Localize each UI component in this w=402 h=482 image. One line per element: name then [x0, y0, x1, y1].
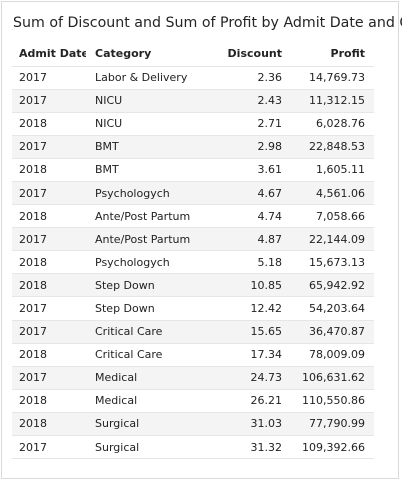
table-row[interactable]: 2017 Critical Care 15.65 36,470.87 [12, 320, 374, 344]
cell-discount: 2.36 [212, 66, 291, 90]
cell-profit: 22,848.53 [291, 135, 374, 159]
cell-admit-date: 2018 [12, 250, 86, 275]
cell-profit: 109,392.66 [291, 435, 374, 460]
cell-category: NICU [86, 89, 212, 113]
cell-discount: 2.43 [212, 89, 291, 113]
table-row[interactable]: 2017 Medical 24.73 106,631.62 [12, 366, 374, 390]
cell-profit: 6,028.76 [291, 112, 374, 136]
cell-discount: 15.65 [212, 320, 291, 344]
cell-admit-date: 2017 [12, 227, 86, 252]
cell-profit: 54,203.64 [291, 296, 374, 321]
cell-category: Ante/Post Partum [86, 204, 212, 229]
table-row[interactable]: 2017 Step Down 12.42 54,203.64 [12, 296, 374, 321]
cell-category: Psychologych [86, 250, 212, 275]
cell-category: Medical [86, 389, 212, 413]
cell-admit-date: 2018 [12, 158, 86, 182]
table-row[interactable]: 2018 Critical Care 17.34 78,009.09 [12, 343, 374, 367]
cell-discount: 4.87 [212, 227, 291, 252]
cell-admit-date: 2017 [12, 66, 86, 90]
cell-category: Labor & Delivery [86, 66, 212, 90]
cell-admit-date: 2017 [12, 181, 86, 206]
cell-profit: 106,631.62 [291, 366, 374, 390]
table-row[interactable]: 2018 BMT 3.61 1,605.11 [12, 158, 374, 182]
cell-discount: 12.42 [212, 296, 291, 321]
header-row: Admit Date Category Discount Profit [12, 42, 374, 67]
cell-admit-date: 2018 [12, 412, 86, 437]
table-row[interactable]: 2017 BMT 2.98 22,848.53 [12, 135, 374, 159]
cell-discount: 3.61 [212, 158, 291, 182]
cell-admit-date: 2018 [12, 204, 86, 229]
table-body: 2017 Labor & Delivery 2.36 14,769.73 2017 NIC… [12, 66, 374, 460]
cell-discount: 4.74 [212, 204, 291, 229]
table-row[interactable]: 2018 Ante/Post Partum 4.74 7,058.66 [12, 204, 374, 229]
cell-admit-date: 2017 [12, 366, 86, 390]
table-row[interactable]: 2018 Medical 26.21 110,550.86 [12, 389, 374, 413]
cell-category: Ante/Post Partum [86, 227, 212, 252]
cell-category: Critical Care [86, 343, 212, 367]
cell-admit-date: 2018 [12, 273, 86, 298]
cell-admit-date: 2017 [12, 435, 86, 460]
cell-admit-date: 2017 [12, 135, 86, 159]
cell-category: Step Down [86, 273, 212, 298]
cell-discount: 10.85 [212, 273, 291, 298]
cell-category: BMT [86, 135, 212, 159]
cell-profit: 15,673.13 [291, 250, 374, 275]
cell-discount: 2.98 [212, 135, 291, 159]
cell-category: Surgical [86, 435, 212, 460]
visual-title: Sum of Discount and Sum of Profit by Adm… [13, 15, 402, 31]
cell-profit: 77,790.99 [291, 412, 374, 437]
cell-profit: 22,144.09 [291, 227, 374, 252]
column-header-admit-date[interactable]: Admit Date [12, 42, 86, 67]
cell-discount: 24.73 [212, 366, 291, 390]
cell-category: Step Down [86, 296, 212, 321]
cell-profit: 36,470.87 [291, 320, 374, 344]
cell-category: NICU [86, 112, 212, 136]
cell-profit: 14,769.73 [291, 66, 374, 90]
cell-discount: 31.32 [212, 435, 291, 460]
table-header: Admit Date Category Discount Profit [12, 42, 374, 67]
cell-profit: 4,561.06 [291, 181, 374, 206]
cell-category: BMT [86, 158, 212, 182]
cell-discount: 2.71 [212, 112, 291, 136]
cell-profit: 1,605.11 [291, 158, 374, 182]
column-header-category[interactable]: Category [86, 42, 212, 67]
cell-discount: 26.21 [212, 389, 291, 413]
cell-profit: 11,312.15 [291, 89, 374, 113]
cell-admit-date: 2018 [12, 343, 86, 367]
table-row[interactable]: 2017 Surgical 31.32 109,392.66 [12, 435, 374, 460]
cell-discount: 4.67 [212, 181, 291, 206]
data-table: Admit Date Category Discount Profit 2017… [12, 42, 374, 460]
column-header-profit[interactable]: Profit [291, 42, 374, 67]
table-row[interactable]: 2018 Psychologych 5.18 15,673.13 [12, 250, 374, 275]
cell-category: Critical Care [86, 320, 212, 344]
cell-admit-date: 2017 [12, 296, 86, 321]
cell-admit-date: 2017 [12, 320, 86, 344]
cell-profit: 65,942.92 [291, 273, 374, 298]
cell-discount: 31.03 [212, 412, 291, 437]
table-row[interactable]: 2017 Ante/Post Partum 4.87 22,144.09 [12, 227, 374, 252]
table-row[interactable]: 2018 NICU 2.71 6,028.76 [12, 112, 374, 136]
cell-category: Surgical [86, 412, 212, 437]
cell-profit: 110,550.86 [291, 389, 374, 413]
cell-discount: 17.34 [212, 343, 291, 367]
table-row[interactable]: 2017 Psychologych 4.67 4,561.06 [12, 181, 374, 206]
table-row[interactable]: 2017 Labor & Delivery 2.36 14,769.73 [12, 66, 374, 90]
table-row[interactable]: 2018 Surgical 31.03 77,790.99 [12, 412, 374, 437]
cell-admit-date: 2018 [12, 389, 86, 413]
column-header-discount[interactable]: Discount [212, 42, 291, 67]
cell-admit-date: 2017 [12, 89, 86, 113]
table-row[interactable]: 2017 NICU 2.43 11,312.15 [12, 89, 374, 113]
cell-category: Psychologych [86, 181, 212, 206]
table-row[interactable]: 2018 Step Down 10.85 65,942.92 [12, 273, 374, 298]
cell-discount: 5.18 [212, 250, 291, 275]
cell-profit: 7,058.66 [291, 204, 374, 229]
cell-profit: 78,009.09 [291, 343, 374, 367]
cell-admit-date: 2018 [12, 112, 86, 136]
cell-category: Medical [86, 366, 212, 390]
